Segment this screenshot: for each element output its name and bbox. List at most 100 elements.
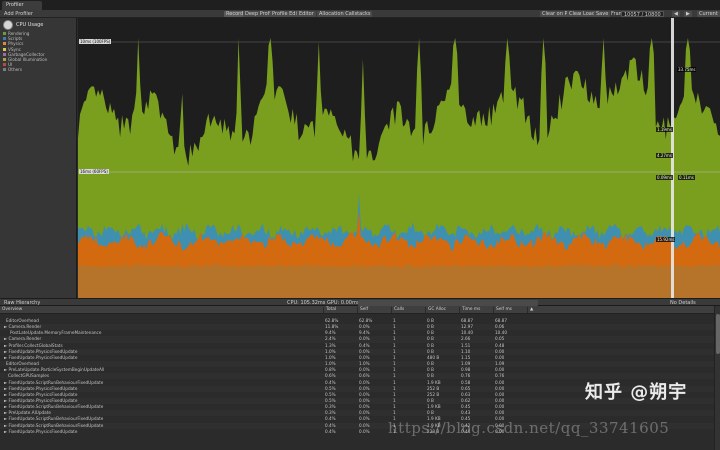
table-cell: 1: [393, 330, 396, 336]
table-cell: 1: [393, 385, 396, 391]
scrollbar-thumb[interactable]: [716, 314, 720, 354]
frame-label: Frame:: [611, 11, 629, 17]
table-cell: 0.4%: [359, 342, 370, 348]
table-cell: 0 B: [427, 318, 434, 323]
load-button[interactable]: Load: [581, 11, 597, 17]
category-color-swatch[interactable]: [3, 63, 6, 67]
cpu-category-item[interactable]: UI: [3, 62, 75, 67]
table-row[interactable]: ► FixedUpdate.PhysicsFixedUpdate 0.5% 0.0%…: [0, 397, 714, 405]
category-label: Physics: [8, 41, 24, 47]
cpu-usage-graph[interactable]: 10ms (100FPS) 16ms (60FPS) 33.75ms 1.19m…: [78, 18, 720, 298]
record-button[interactable]: Record: [224, 11, 246, 17]
table-cell: 0.00: [495, 385, 505, 391]
table-cell: ► PreLateUpdate.ParticleSystemBeginUpdat…: [4, 367, 105, 373]
cpu-category-item[interactable]: Scripts: [3, 36, 75, 41]
cpu-category-item[interactable]: Others: [3, 67, 75, 72]
table-row[interactable]: ► FixedUpdate.ScriptRunBehaviourFixedUpd…: [0, 422, 714, 429]
table-cell: 0.00: [495, 354, 505, 360]
table-row[interactable]: CollectGPUSamples 0.6% 0.6% 1 0 B 0.76 0.76: [0, 373, 714, 380]
cpu-usage-title: CPU Usage: [16, 22, 44, 28]
clear-button[interactable]: Clear: [567, 11, 585, 17]
cpu-category-item[interactable]: VSync: [3, 47, 75, 52]
category-color-swatch[interactable]: [3, 32, 6, 35]
cpu-category-item[interactable]: Physics: [3, 41, 75, 46]
table-row[interactable]: ► FixedUpdate.PhysicsFixedUpdate 0.5% 0.0%…: [0, 392, 714, 398]
cpu-usage-module-panel[interactable]: CPU Usage Rendering Scripts Physics VSync Ga…: [0, 18, 77, 298]
table-row[interactable]: EditorOverhead 1.0% 1.0% 1 0 B 1.09 1.09: [0, 361, 714, 368]
allocation-callstacks-dropdown[interactable]: Allocation Callstacks: [317, 11, 373, 17]
category-color-swatch[interactable]: [3, 42, 6, 46]
table-cell: 10.40: [461, 330, 473, 336]
column-header-calls[interactable]: Calls: [391, 307, 404, 313]
table-row[interactable]: PostLateUpdate.MemoryFrameMaintenance 9.4…: [0, 330, 714, 336]
cpu-category-item[interactable]: Global Illumination: [3, 57, 75, 62]
table-row[interactable]: ► FixedUpdate.PhysicsFixedUpdate 1.0% 0.0%…: [0, 355, 714, 361]
table-cell: 1: [393, 324, 396, 330]
clear-on-play-button[interactable]: Clear on Play: [540, 11, 577, 17]
table-row[interactable]: ► FixedUpdate.PhysicsFixedUpdate 0.5% 0.0%…: [0, 385, 714, 392]
category-color-swatch[interactable]: [3, 68, 6, 72]
column-header-total[interactable]: Total: [323, 307, 336, 313]
table-cell: 0.00: [495, 397, 505, 403]
table-cell: 0 B: [427, 342, 434, 348]
table-row[interactable]: ► PreUpdate.AIUpdate 0.3% 0.0% 1 0 B 0.43 0.00: [0, 410, 714, 417]
table-cell: 1.15: [461, 354, 471, 360]
add-profiler-dropdown[interactable]: Add Profiler: [4, 11, 33, 17]
table-cell: PostLateUpdate.MemoryFrameMaintenance: [10, 330, 102, 336]
table-cell: 0 B: [427, 336, 434, 342]
warning-icon[interactable]: ▲: [527, 307, 536, 313]
table-cell: 0.4%: [325, 428, 336, 434]
table-cell: 0.0%: [359, 428, 370, 434]
table-row[interactable]: ► FixedUpdate.ScriptRunBehaviourFixedUpd…: [0, 404, 714, 410]
table-row[interactable]: ► Camera.Render 2.4% 0.0% 1 0 B 2.66 0.05: [0, 336, 714, 343]
graph-line-16ms-label: 16ms (60FPS): [79, 169, 109, 174]
table-row[interactable]: ► FixedUpdate.ScriptRunBehaviourFixedUpd…: [0, 416, 714, 422]
category-color-swatch[interactable]: [3, 37, 6, 41]
table-cell: 0.00: [495, 410, 505, 416]
column-header-self-ms[interactable]: Self ms: [493, 307, 512, 313]
table-row[interactable]: ► Profiler.CollectGlobalStats 1.3% 0.4% 1 0 …: [0, 343, 714, 349]
table-cell: 0 B: [427, 373, 434, 379]
table-cell: 0.4%: [325, 422, 336, 428]
table-cell: 1.9 KB: [427, 416, 441, 422]
table-cell: 0.00: [495, 348, 505, 354]
table-cell: ► FixedUpdate.ScriptRunBehaviourFixedUpd…: [4, 404, 104, 410]
hierarchy-view-dropdown[interactable]: Raw Hierarchy: [4, 300, 41, 306]
hierarchy-search-field[interactable]: [358, 300, 538, 306]
profile-editor-button[interactable]: Profile Editor: [270, 11, 306, 17]
table-cell: ► FixedUpdate.PhysicsFixedUpdate: [4, 397, 78, 403]
table-row[interactable]: ► PreLateUpdate.ParticleSystemBeginUpdat…: [0, 367, 714, 373]
category-color-swatch[interactable]: [3, 47, 6, 51]
table-cell: 1: [393, 348, 396, 354]
category-color-swatch[interactable]: [3, 58, 6, 61]
table-cell: 0.00: [495, 404, 505, 410]
deep-profile-button[interactable]: Deep Profile: [243, 11, 278, 17]
table-row[interactable]: EditorOverhead 62.8% 62.8% 1 0 B 68.87 68.87: [0, 318, 714, 324]
category-color-swatch[interactable]: [3, 52, 6, 56]
cpu-category-item[interactable]: GarbageCollector: [3, 52, 75, 57]
save-button[interactable]: Save: [594, 11, 611, 17]
table-row[interactable]: ► FixedUpdate.PhysicsFixedUpdate 0.4% 0.0%…: [0, 429, 714, 435]
column-header-gc-alloc[interactable]: GC Alloc: [425, 307, 446, 313]
table-row[interactable]: ► FixedUpdate.ScriptRunBehaviourFixedUpd…: [0, 380, 714, 386]
cpu-category-item[interactable]: Rendering: [3, 31, 75, 36]
cpu-usage-header[interactable]: CPU Usage: [3, 20, 75, 32]
profiler-tab[interactable]: Profiler: [2, 1, 42, 10]
next-frame-icon[interactable]: ▶: [684, 11, 692, 17]
column-header-overview[interactable]: Overview: [2, 307, 23, 312]
target-dropdown[interactable]: Editor: [297, 11, 316, 17]
table-row[interactable]: ► FixedUpdate.PhysicsFixedUpdate 1.0% 0.0%…: [0, 348, 714, 355]
details-dropdown[interactable]: No Details: [670, 300, 696, 306]
table-row[interactable]: ► Camera.Render 11.8% 0.0% 1 0 B 12.97 0.06: [0, 324, 714, 331]
column-header-time-ms[interactable]: Time ms: [459, 307, 480, 313]
table-cell: 1: [393, 391, 396, 397]
profiler-toolbar: Add Profiler Record Deep Profile Profile…: [0, 10, 720, 18]
table-cell: ► FixedUpdate.PhysicsFixedUpdate: [4, 428, 78, 434]
column-header-self[interactable]: Self: [357, 307, 368, 313]
previous-frame-icon[interactable]: ◀: [672, 11, 680, 17]
current-frame-button[interactable]: Current: [697, 11, 720, 17]
table-cell: 0.3%: [325, 404, 336, 410]
table-cell: 0 B: [427, 324, 434, 330]
hierarchy-scrollbar[interactable]: [714, 306, 720, 450]
category-label: Scripts: [8, 36, 23, 42]
